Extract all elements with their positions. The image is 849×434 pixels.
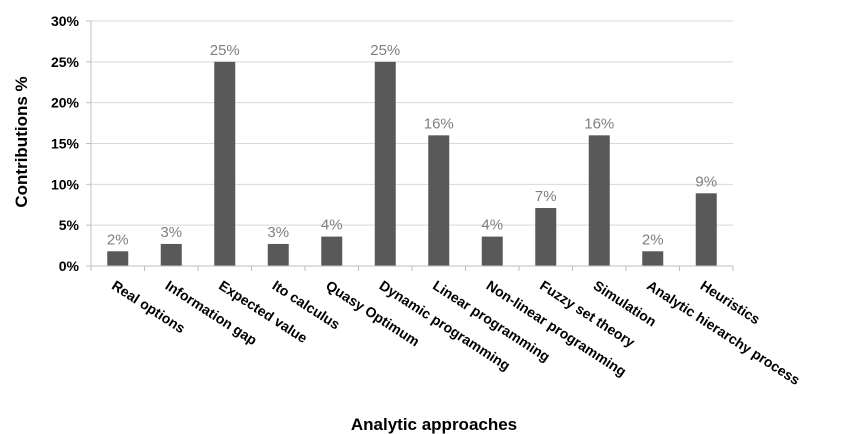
- y-tick-label: 10%: [51, 176, 80, 192]
- bar: [481, 236, 503, 266]
- y-tick-label: 0%: [59, 258, 80, 274]
- data-label: 7%: [535, 188, 557, 205]
- axes: [86, 20, 734, 271]
- x-tick-label: Expected value: [216, 277, 310, 346]
- bar: [428, 135, 450, 266]
- data-label: 16%: [424, 115, 454, 132]
- data-label: 16%: [584, 115, 614, 132]
- bar: [160, 243, 182, 266]
- data-label: 2%: [107, 231, 129, 248]
- bar: [214, 61, 236, 267]
- data-label: 4%: [321, 217, 343, 234]
- data-label: 9%: [695, 173, 717, 190]
- bar: [642, 251, 664, 266]
- data-label: 25%: [370, 42, 400, 59]
- data-label: 2%: [642, 231, 664, 248]
- data-label: 25%: [210, 42, 240, 59]
- data-label: 3%: [160, 224, 182, 241]
- data-label: 4%: [481, 217, 503, 234]
- bar: [374, 61, 396, 267]
- y-axis-title: Contributions %: [12, 76, 31, 207]
- y-tick-label: 5%: [59, 217, 80, 233]
- bar: [588, 135, 610, 266]
- bar: [695, 193, 717, 266]
- x-axis-title: Analytic approaches: [351, 415, 517, 434]
- data-labels: 2% 3% 25% 3% 4% 25% 16% 4% 7% 16% 2% 9%: [107, 42, 717, 248]
- bar: [321, 236, 343, 266]
- bars: [107, 61, 717, 267]
- y-tick-label: 30%: [51, 13, 80, 29]
- y-tick-label: 15%: [51, 136, 80, 152]
- y-tick-label: 25%: [51, 54, 80, 70]
- x-tick-label: Information gap: [163, 277, 260, 348]
- x-tick-label: Quasy Optimum: [323, 277, 422, 349]
- y-tick-labels: 0% 5% 10% 15% 20% 25% 30%: [51, 13, 80, 274]
- y-tick-label: 20%: [51, 95, 80, 111]
- data-label: 3%: [267, 224, 289, 241]
- bar: [107, 251, 129, 266]
- bar: [535, 208, 557, 266]
- gridlines: [91, 20, 733, 226]
- bar: [267, 243, 289, 266]
